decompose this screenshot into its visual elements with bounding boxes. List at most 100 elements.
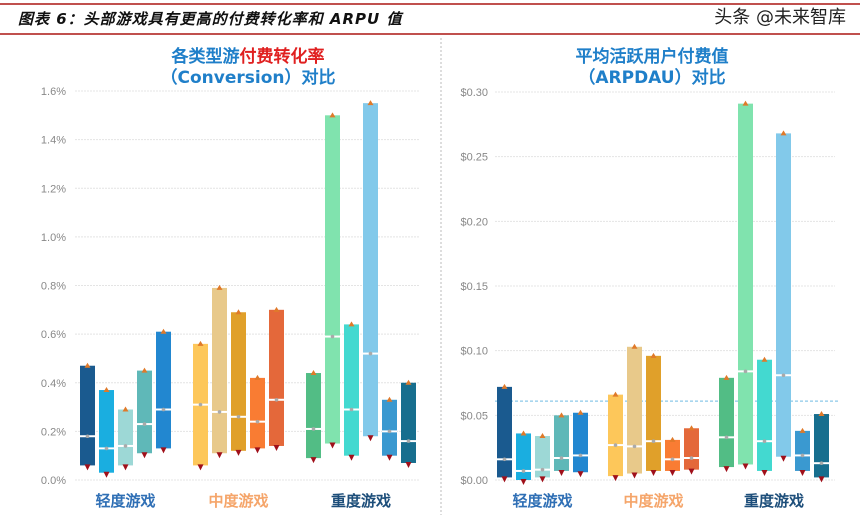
category-label: 重度游戏 xyxy=(331,492,391,510)
chart-title-part2: 付费转化率 xyxy=(240,46,325,67)
max-marker xyxy=(273,306,280,312)
median-marker xyxy=(330,334,335,339)
median-marker xyxy=(781,373,786,378)
chart-title: 平均活跃用户付费值 xyxy=(576,46,729,67)
median-marker xyxy=(632,444,637,449)
range-bar xyxy=(497,386,512,478)
median-marker xyxy=(161,407,166,412)
min-marker xyxy=(742,463,749,470)
median-marker xyxy=(255,419,260,424)
min-marker xyxy=(631,472,638,479)
max-marker xyxy=(348,321,355,327)
min-marker xyxy=(723,466,730,473)
y-tick-label: 0.2% xyxy=(41,426,66,438)
median-marker xyxy=(387,429,392,434)
max-marker xyxy=(141,367,148,373)
chart-title-part1: 平均活跃用户付费值 xyxy=(576,46,729,67)
range-bar xyxy=(757,359,772,471)
range-bar xyxy=(137,370,152,454)
min-marker xyxy=(577,471,584,478)
watermark: 头条 @未来智库 xyxy=(714,7,846,28)
min-marker xyxy=(688,468,695,475)
range-bar xyxy=(325,115,340,444)
median-marker xyxy=(236,414,241,419)
bar-group: 轻度游戏 xyxy=(497,383,588,510)
min-marker xyxy=(273,444,280,451)
max-marker xyxy=(197,340,204,346)
range-bar xyxy=(776,133,791,457)
figure-title: 图表 6：头部游戏具有更高的付费转化率和 ARPU 值 xyxy=(18,10,403,28)
max-marker xyxy=(761,356,768,362)
category-label: 中度游戏 xyxy=(208,492,268,510)
y-tick-label: 1.4% xyxy=(41,135,66,147)
range-bar xyxy=(719,377,734,468)
median-marker xyxy=(502,457,507,462)
median-marker xyxy=(198,402,203,407)
median-marker xyxy=(217,410,222,414)
range-bar xyxy=(250,377,265,449)
bar-group: 中度游戏 xyxy=(608,343,699,510)
min-marker xyxy=(761,469,768,476)
y-tick-label: 1.6% xyxy=(41,86,66,98)
min-marker xyxy=(235,449,242,456)
y-tick-label: 0.0% xyxy=(41,475,66,487)
range-bar xyxy=(608,394,623,477)
median-marker xyxy=(104,446,109,451)
max-marker xyxy=(103,387,110,393)
range-bar xyxy=(684,428,699,470)
range-bar xyxy=(382,399,397,456)
median-marker xyxy=(819,461,824,465)
min-marker xyxy=(348,454,355,461)
range-bar xyxy=(269,309,284,446)
range-bar xyxy=(401,382,416,463)
min-marker xyxy=(254,447,261,454)
y-tick-label: 1.0% xyxy=(41,232,66,244)
max-marker xyxy=(405,379,412,385)
min-marker xyxy=(650,469,657,476)
min-marker xyxy=(612,475,619,482)
range-bar xyxy=(795,430,810,471)
y-tick-label: $0.20 xyxy=(460,216,488,228)
range-bar xyxy=(231,312,246,451)
min-marker xyxy=(141,452,148,459)
max-marker xyxy=(558,412,565,418)
max-marker xyxy=(799,427,806,433)
range-bar xyxy=(554,415,569,471)
max-marker xyxy=(723,374,730,380)
figure-header: 图表 6：头部游戏具有更高的付费转化率和 ARPU 值 xyxy=(0,0,860,36)
median-marker xyxy=(85,434,90,439)
range-bar xyxy=(80,365,95,466)
chart-title: 各类型游付费转化率 xyxy=(171,46,325,67)
max-marker xyxy=(742,100,749,106)
max-marker xyxy=(520,430,527,436)
chart-subtitle: （Conversion）对比 xyxy=(161,67,336,88)
median-marker xyxy=(651,439,656,444)
category-label: 重度游戏 xyxy=(744,492,804,510)
max-marker xyxy=(501,383,508,389)
category-label: 轻度游戏 xyxy=(95,492,155,510)
median-marker xyxy=(559,456,564,460)
header-bottom-rule xyxy=(0,33,860,35)
median-marker xyxy=(142,422,147,426)
median-marker xyxy=(540,467,545,472)
max-marker xyxy=(818,411,825,417)
max-marker xyxy=(539,433,546,439)
max-marker xyxy=(688,425,695,431)
range-bar xyxy=(627,346,642,474)
median-marker xyxy=(743,369,748,374)
bar-group: 轻度游戏 xyxy=(80,328,171,510)
bar-group: 重度游戏 xyxy=(719,100,829,510)
min-marker xyxy=(310,457,317,464)
median-marker xyxy=(670,457,675,462)
median-marker xyxy=(800,453,805,458)
median-marker xyxy=(349,407,354,412)
y-tick-label: 1.2% xyxy=(41,183,66,195)
range-bar xyxy=(344,324,359,456)
max-marker xyxy=(310,370,317,376)
y-tick-label: 0.8% xyxy=(41,281,66,293)
min-marker xyxy=(818,476,825,483)
median-marker xyxy=(406,439,411,443)
min-marker xyxy=(669,469,676,476)
min-marker xyxy=(539,476,546,483)
median-marker xyxy=(521,469,526,473)
